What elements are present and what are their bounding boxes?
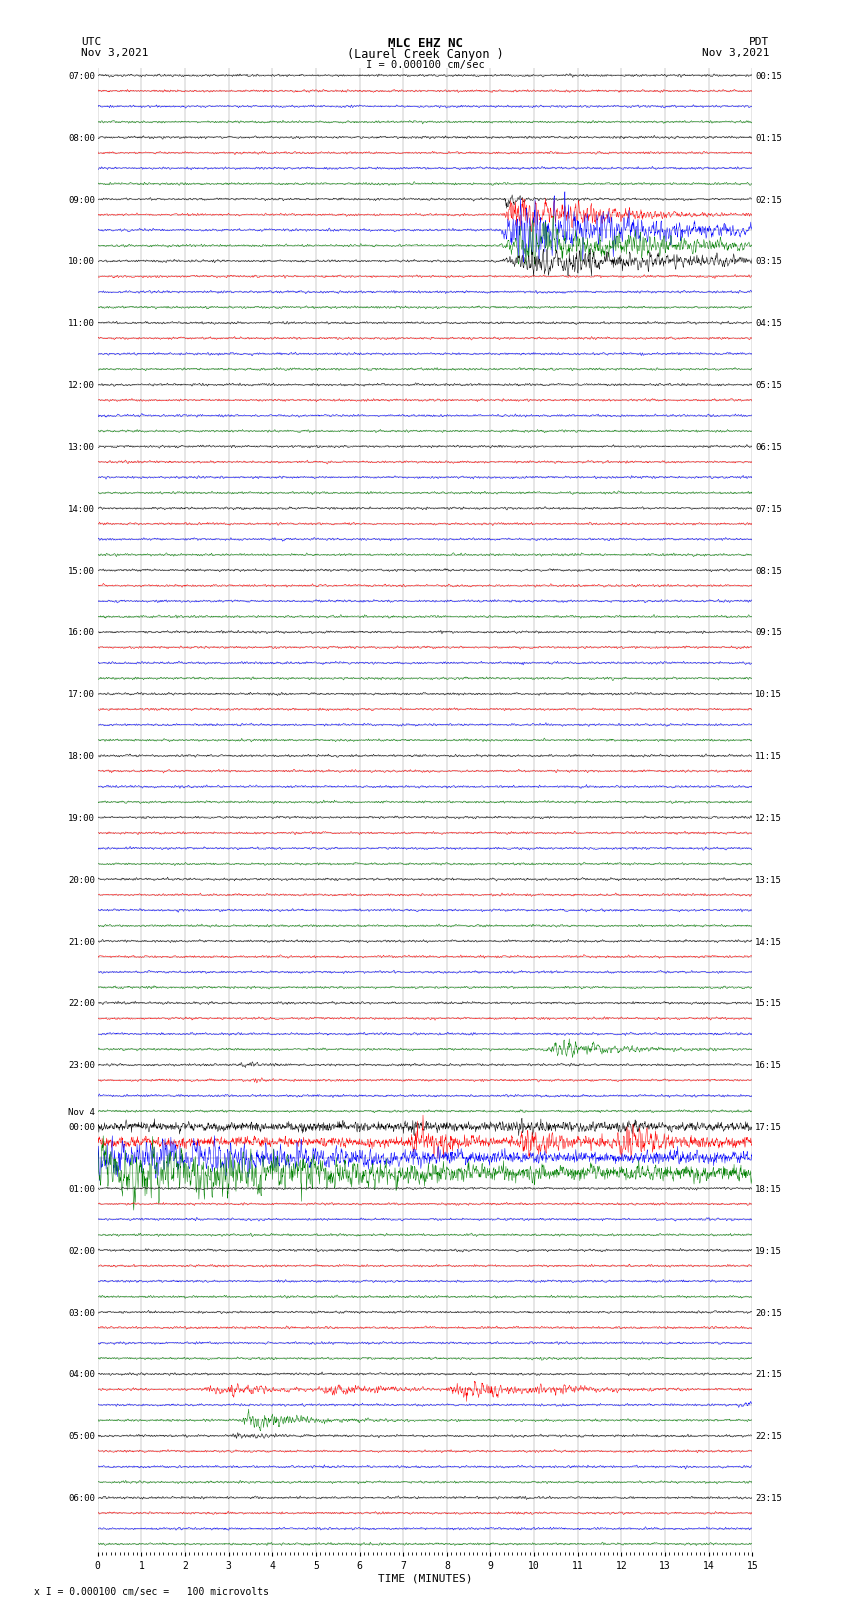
Text: x I = 0.000100 cm/sec =   100 microvolts: x I = 0.000100 cm/sec = 100 microvolts: [34, 1587, 269, 1597]
Text: MLC EHZ NC: MLC EHZ NC: [388, 37, 462, 50]
Text: I = 0.000100 cm/sec: I = 0.000100 cm/sec: [366, 60, 484, 69]
Text: UTC: UTC: [81, 37, 101, 47]
Text: Nov 3,2021: Nov 3,2021: [81, 48, 148, 58]
Text: (Laurel Creek Canyon ): (Laurel Creek Canyon ): [347, 48, 503, 61]
Text: Nov 3,2021: Nov 3,2021: [702, 48, 769, 58]
Text: PDT: PDT: [749, 37, 769, 47]
X-axis label: TIME (MINUTES): TIME (MINUTES): [377, 1574, 473, 1584]
